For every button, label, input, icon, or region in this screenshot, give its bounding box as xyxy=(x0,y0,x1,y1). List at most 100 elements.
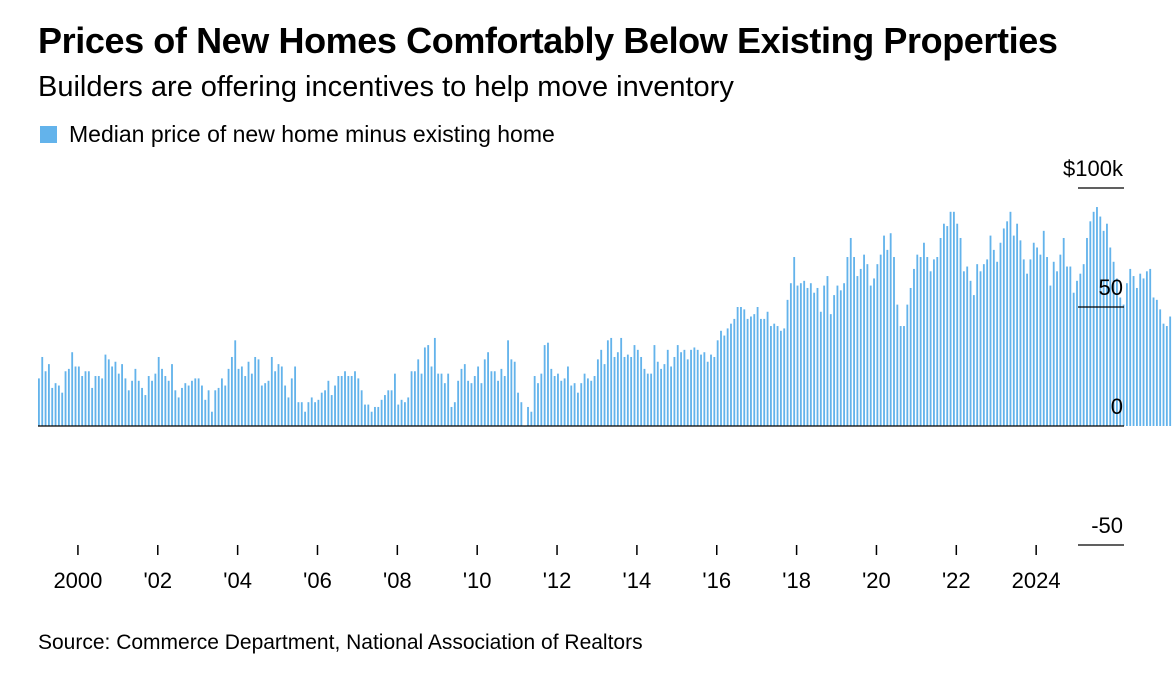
bar xyxy=(696,349,699,426)
bar xyxy=(503,376,506,426)
bar xyxy=(673,356,676,426)
y-tick-label: $100k xyxy=(1063,156,1124,181)
bar xyxy=(610,337,613,426)
bar xyxy=(221,378,223,426)
bar xyxy=(403,402,406,426)
bar xyxy=(989,235,992,426)
bar xyxy=(570,385,573,426)
bar xyxy=(327,380,330,426)
bar xyxy=(147,376,150,426)
bar xyxy=(304,411,307,426)
bar xyxy=(61,392,64,426)
bar xyxy=(809,283,812,426)
bar xyxy=(730,323,732,426)
bar xyxy=(527,406,529,426)
bar xyxy=(640,356,643,426)
bar xyxy=(500,368,503,426)
bar xyxy=(923,242,925,426)
bar xyxy=(101,378,104,426)
bar xyxy=(869,285,872,426)
bar xyxy=(1145,271,1148,426)
bar xyxy=(1106,223,1108,426)
bar xyxy=(194,378,197,426)
y-tick-label: -50 xyxy=(1091,513,1123,538)
x-tick-label: '20 xyxy=(862,568,891,593)
bar xyxy=(1119,297,1122,426)
bar xyxy=(833,295,836,426)
bar xyxy=(177,397,180,426)
bar xyxy=(67,368,70,426)
bar xyxy=(54,383,57,426)
bar xyxy=(992,249,995,426)
bar xyxy=(387,390,390,426)
bar xyxy=(217,387,220,426)
bar xyxy=(237,368,240,426)
bar xyxy=(893,257,895,426)
bar xyxy=(74,366,77,426)
bar xyxy=(1066,266,1068,426)
bar xyxy=(94,376,97,426)
bar xyxy=(1032,242,1035,426)
bar xyxy=(763,318,766,426)
bar xyxy=(211,411,213,426)
bar xyxy=(1155,299,1158,426)
bar xyxy=(274,371,277,426)
bar xyxy=(1129,268,1132,426)
bar xyxy=(540,373,543,426)
bar xyxy=(946,226,949,426)
bar xyxy=(1116,278,1118,426)
bar xyxy=(979,271,982,426)
bar xyxy=(1076,280,1078,426)
bar xyxy=(463,364,466,426)
bar xyxy=(573,383,576,426)
bar xyxy=(743,309,746,426)
bar xyxy=(603,364,606,426)
bar xyxy=(1169,316,1172,426)
bar xyxy=(683,349,686,426)
bar xyxy=(646,373,649,426)
source-note: Source: Commerce Department, National As… xyxy=(38,631,643,654)
bar xyxy=(330,395,333,426)
bar xyxy=(510,359,513,426)
bar xyxy=(577,392,579,426)
bar xyxy=(443,383,446,426)
bar xyxy=(317,399,320,426)
bar xyxy=(533,376,536,426)
bar xyxy=(969,280,972,426)
bar xyxy=(690,349,692,426)
bar xyxy=(660,368,663,426)
bar xyxy=(1022,259,1025,426)
bar xyxy=(344,371,346,426)
bar xyxy=(693,347,696,426)
bar xyxy=(1012,235,1015,426)
bar xyxy=(513,361,516,426)
bar xyxy=(433,337,436,426)
bar xyxy=(626,354,629,426)
bar xyxy=(943,223,945,426)
bar xyxy=(670,366,672,426)
bar xyxy=(141,387,143,426)
bar xyxy=(367,404,370,426)
bar xyxy=(430,366,433,426)
bar xyxy=(114,361,117,426)
bar xyxy=(1079,273,1082,426)
y-tick-label: 50 xyxy=(1099,275,1123,300)
bar xyxy=(104,354,107,426)
bar xyxy=(227,368,230,426)
x-tick-label: '18 xyxy=(782,568,811,593)
bar xyxy=(154,373,157,426)
bar xyxy=(756,307,759,426)
bar xyxy=(107,359,110,426)
bar xyxy=(427,345,430,426)
bar xyxy=(530,411,533,426)
bar xyxy=(606,340,609,426)
x-tick-label: '08 xyxy=(383,568,412,593)
bar xyxy=(1036,247,1038,426)
bar xyxy=(151,380,153,426)
bar xyxy=(956,223,959,426)
bar xyxy=(853,257,855,426)
bar xyxy=(596,359,599,426)
bar xyxy=(230,356,233,426)
bar xyxy=(354,371,356,426)
bar xyxy=(57,385,60,426)
